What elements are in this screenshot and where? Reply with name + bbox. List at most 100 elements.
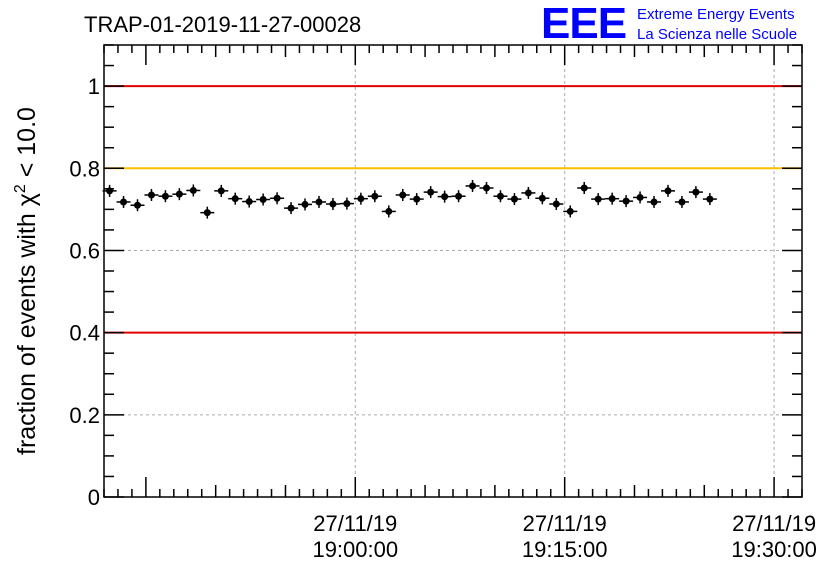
grid-lines bbox=[104, 45, 802, 497]
marker bbox=[636, 193, 644, 201]
marker bbox=[496, 192, 504, 200]
data-point bbox=[451, 190, 466, 203]
data-point bbox=[214, 184, 229, 197]
marker bbox=[147, 191, 155, 199]
marker bbox=[483, 184, 491, 192]
marker bbox=[441, 193, 449, 201]
marker bbox=[245, 198, 253, 206]
data-point bbox=[325, 198, 340, 211]
data-point bbox=[465, 179, 480, 192]
data-point bbox=[172, 188, 187, 201]
data-point bbox=[674, 195, 689, 208]
y-axis: 0 0.2 0.4 0.6 0.8 1 bbox=[69, 44, 802, 510]
data-point bbox=[298, 198, 313, 211]
data-point bbox=[619, 195, 634, 208]
marker bbox=[301, 200, 309, 208]
data-point bbox=[577, 181, 592, 194]
chart-title: TRAP-01-2019-11-27-00028 bbox=[84, 12, 361, 37]
data-point bbox=[647, 195, 662, 208]
marker bbox=[664, 187, 672, 195]
data-point bbox=[549, 198, 564, 211]
data-point bbox=[688, 186, 703, 199]
marker bbox=[706, 195, 714, 203]
y-tick-label: 1 bbox=[88, 74, 100, 99]
marker bbox=[538, 194, 546, 202]
data-point bbox=[605, 192, 620, 205]
marker bbox=[287, 204, 295, 212]
marker bbox=[357, 195, 365, 203]
data-point bbox=[479, 181, 494, 194]
marker bbox=[692, 188, 700, 196]
marker bbox=[399, 191, 407, 199]
marker bbox=[427, 188, 435, 196]
data-point bbox=[284, 202, 299, 215]
y-axis-label-exponent: 2 bbox=[12, 184, 29, 193]
marker bbox=[608, 195, 616, 203]
reference-lines bbox=[104, 85, 802, 334]
marker bbox=[524, 189, 532, 197]
marker bbox=[469, 182, 477, 190]
y-tick-label: 0 bbox=[88, 485, 100, 510]
data-point bbox=[591, 193, 606, 206]
marker bbox=[552, 200, 560, 208]
marker bbox=[566, 207, 574, 215]
data-point bbox=[521, 186, 536, 199]
data-point bbox=[353, 192, 368, 205]
marker bbox=[329, 200, 337, 208]
y-axis-label-suffix: < 10.0 bbox=[13, 107, 41, 184]
data-point bbox=[116, 195, 131, 208]
marker bbox=[203, 209, 211, 217]
y-axis-label-text: fraction of events with χ bbox=[13, 193, 41, 455]
data-point bbox=[381, 205, 396, 218]
data-point bbox=[256, 193, 271, 206]
logo-mark: EEE bbox=[541, 0, 626, 48]
y-tick-label: 0.4 bbox=[69, 321, 100, 346]
data-point bbox=[409, 193, 424, 206]
data-point bbox=[186, 184, 201, 197]
plot-frame bbox=[103, 44, 803, 498]
x-axis: 27/11/1919:00:0027/11/1919:15:0027/11/19… bbox=[103, 45, 817, 562]
marker bbox=[315, 198, 323, 206]
logo-line-2: La Scienza nelle Scuole bbox=[637, 26, 797, 43]
data-point bbox=[395, 188, 410, 201]
marker bbox=[622, 197, 630, 205]
logo-line-1: Extreme Energy Events bbox=[637, 6, 795, 23]
data-point bbox=[437, 190, 452, 203]
marker bbox=[189, 186, 197, 194]
marker bbox=[371, 192, 379, 200]
data-point bbox=[660, 184, 675, 197]
marker bbox=[455, 192, 463, 200]
data-point bbox=[228, 192, 243, 205]
marker bbox=[594, 195, 602, 203]
marker bbox=[259, 196, 267, 204]
x-tick-label-date: 27/11/19 bbox=[732, 511, 816, 536]
marker bbox=[217, 187, 225, 195]
y-tick-label: 0.8 bbox=[69, 156, 100, 181]
y-axis-label: fraction of events with χ2 < 10.0 bbox=[12, 107, 41, 455]
data-point bbox=[507, 193, 522, 206]
marker bbox=[231, 195, 239, 203]
data-point bbox=[144, 188, 159, 201]
eee-logo: EEE Extreme Energy Events La Scienza nel… bbox=[541, 0, 797, 48]
data-point bbox=[158, 190, 173, 203]
data-point bbox=[633, 191, 648, 204]
data-point bbox=[563, 205, 578, 218]
marker bbox=[161, 192, 169, 200]
marker bbox=[678, 198, 686, 206]
x-tick-label-time: 19:00:00 bbox=[312, 537, 398, 562]
data-point bbox=[535, 192, 550, 205]
data-point bbox=[130, 199, 145, 212]
data-point bbox=[311, 195, 326, 208]
marker bbox=[343, 200, 351, 208]
marker bbox=[120, 198, 128, 206]
marker bbox=[175, 190, 183, 198]
x-tick-label-time: 19:15:00 bbox=[522, 537, 608, 562]
data-point bbox=[367, 190, 382, 203]
plot-border bbox=[103, 44, 803, 498]
data-point bbox=[200, 206, 215, 219]
marker bbox=[510, 195, 518, 203]
data-point bbox=[270, 192, 285, 205]
marker bbox=[134, 201, 142, 209]
marker bbox=[273, 194, 281, 202]
